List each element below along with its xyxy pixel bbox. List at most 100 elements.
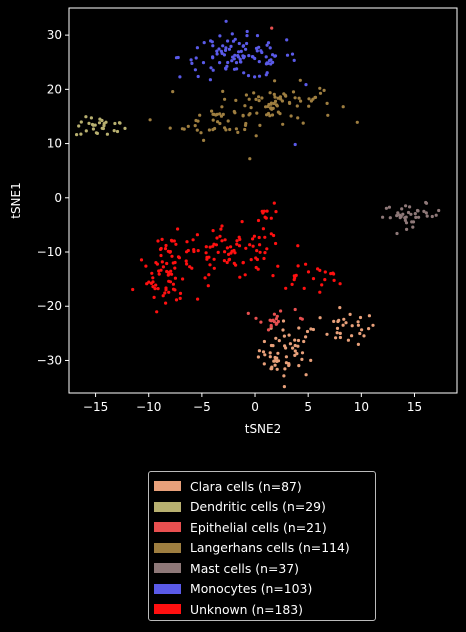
data-point [291,346,295,350]
data-point [341,105,345,109]
data-point [240,220,244,224]
data-point [208,78,212,82]
data-point [257,349,261,353]
data-point [367,327,371,331]
data-point [102,124,106,128]
data-point [283,93,287,97]
x-axis: −15 −10 −5 0 5 10 15 [83,393,422,414]
data-point [220,239,224,243]
data-point [338,282,342,286]
data-point [281,122,285,126]
data-point [255,111,259,115]
data-point [226,119,230,123]
data-point [185,240,189,244]
data-point [336,319,340,324]
data-point [241,44,246,48]
data-point [223,250,227,254]
data-point [223,97,227,101]
data-point [356,342,360,346]
data-point [285,38,289,42]
data-point [100,118,104,123]
data-point [151,276,155,280]
data-point [112,129,116,133]
data-point [113,121,117,126]
data-point [276,351,280,355]
data-point [172,239,176,243]
data-point [269,216,273,220]
data-point [318,290,322,294]
data-point [196,119,200,123]
data-point [91,123,95,127]
data-point [188,265,192,269]
data-point [89,116,93,120]
data-point [296,244,300,248]
data-point [222,259,226,263]
data-point [232,261,236,265]
data-point [348,312,352,316]
data-point [239,49,243,54]
data-point [256,267,260,271]
data-point [323,278,327,282]
y-tick-label: 30 [47,28,62,42]
x-tick-label: 10 [354,400,369,414]
data-point [219,114,224,118]
data-point [344,321,348,325]
data-point [323,270,327,274]
legend-label: Epithelial cells (n=21) [190,519,327,535]
data-point [388,216,392,220]
data-point [227,47,231,51]
x-tick-label: −15 [83,400,108,414]
data-point [243,273,247,277]
x-tick-label: −5 [193,400,211,414]
data-point [181,277,185,281]
data-point [311,97,315,101]
data-point [248,243,252,247]
data-point [95,131,99,135]
y-tick-label: −10 [37,245,62,259]
data-point [247,54,251,58]
data-point [215,236,219,240]
data-point [159,253,163,258]
data-point [117,121,122,125]
data-point [334,336,338,340]
data-point [236,54,240,58]
data-point [253,75,257,79]
data-point [211,112,215,116]
data-point [332,319,336,323]
data-point [174,298,179,302]
legend-swatch [154,481,181,492]
data-point [358,331,362,336]
data-point [245,41,249,46]
data-point [212,242,216,246]
data-point [288,342,292,346]
data-point [306,270,311,274]
data-point [318,268,322,272]
data-point [277,339,281,343]
data-point [224,67,228,71]
legend-item: Clara cells (n=87) [154,476,375,497]
data-point [274,241,278,246]
data-point [290,282,294,286]
data-point [152,295,156,299]
data-point [293,307,297,312]
data-point [301,121,305,125]
data-point [264,216,268,220]
data-point [326,113,330,117]
data-point [275,367,279,371]
data-point [281,328,285,332]
data-point [202,138,206,142]
data-point [309,358,313,362]
data-point [341,323,345,327]
data-point [221,89,225,93]
data-point [264,55,268,59]
data-point [218,121,222,126]
data-point [79,120,83,124]
data-point [271,53,275,57]
data-point [276,110,280,114]
x-tick-label: −10 [136,400,161,414]
legend-item: Langerhans cells (n=114) [154,538,375,559]
data-point [356,320,360,324]
data-point [342,317,346,321]
data-point [269,323,273,328]
data-point [275,321,279,325]
